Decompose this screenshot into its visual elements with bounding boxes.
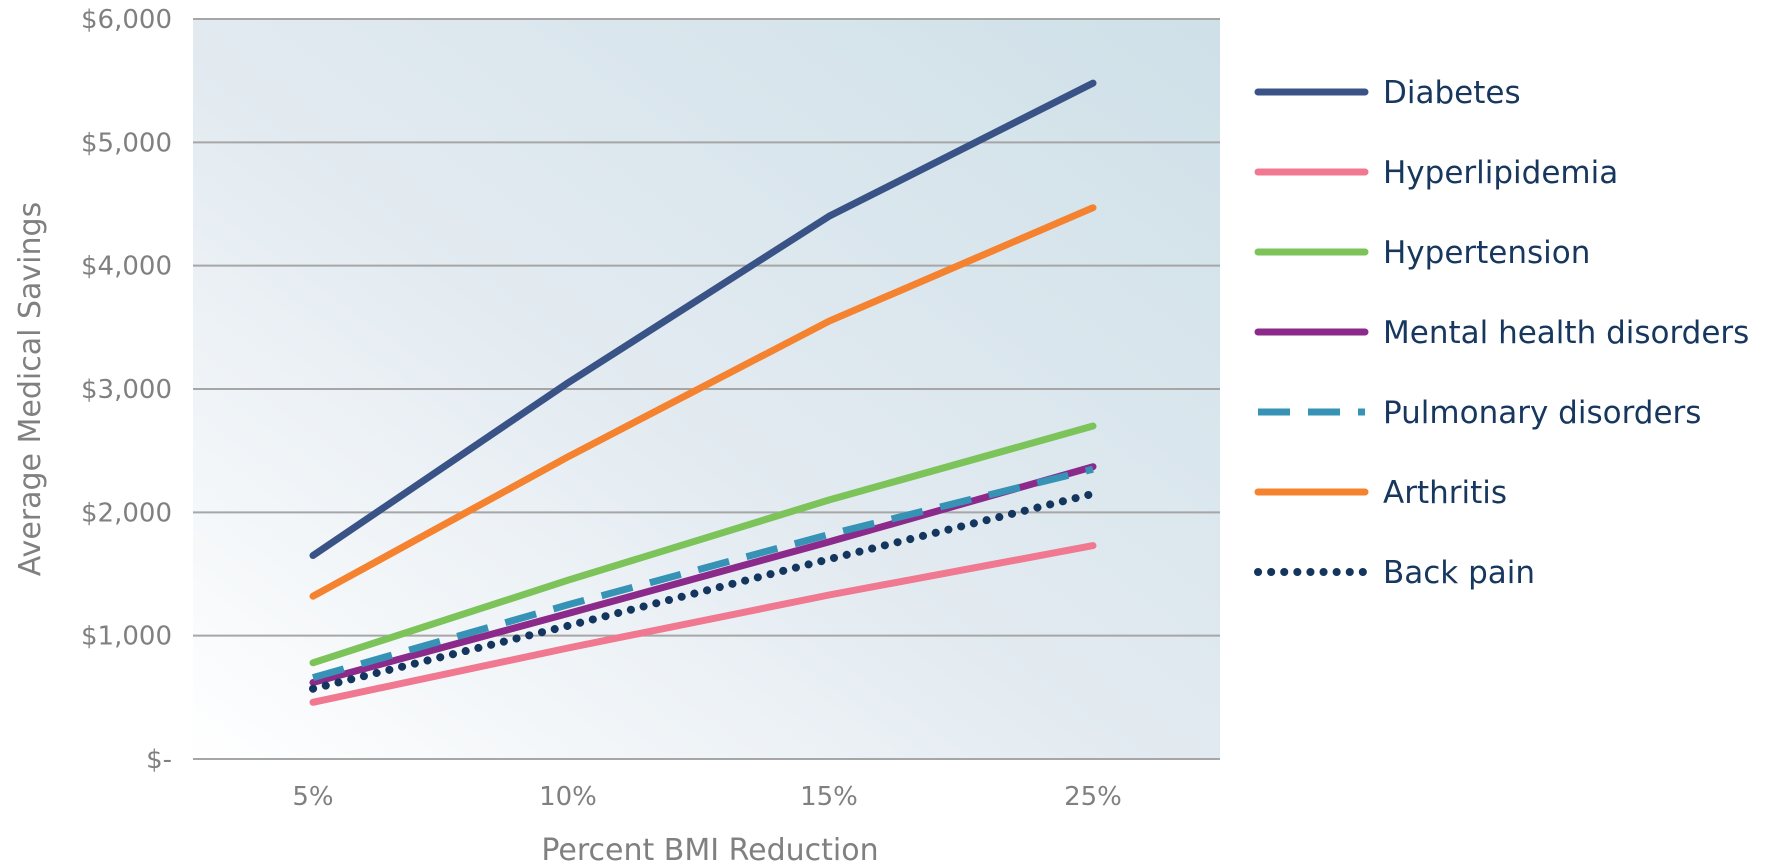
series-line-pulmonary-disorders xyxy=(312,465,1094,681)
series-line-back-pain xyxy=(309,489,1097,693)
y-tick-label: $2,000 xyxy=(81,498,172,528)
y-axis-ticks: $- $1,000 $2,000 $3,000 $4,000 $5,000 $6,000 xyxy=(81,5,172,775)
series-line-arthritis xyxy=(309,204,1097,600)
legend-label: Pulmonary disorders xyxy=(1383,395,1701,431)
legend-item-hyperlipidemia: Hyperlipidemia xyxy=(1254,155,1618,191)
legend-label: Hyperlipidemia xyxy=(1383,155,1618,191)
legend-label: Hypertension xyxy=(1383,235,1590,271)
x-tick-label: 10% xyxy=(539,782,597,812)
legend-label: Diabetes xyxy=(1383,75,1521,111)
legend-item-back-pain: Back pain xyxy=(1254,555,1535,591)
legend-label: Back pain xyxy=(1383,555,1535,591)
series-line-hypertension xyxy=(309,422,1097,667)
x-axis-ticks: 5% 10% 15% 25% xyxy=(292,782,1122,812)
x-tick-label: 5% xyxy=(292,782,333,812)
series-lines xyxy=(309,79,1097,706)
legend-item-mental-health-disorders: Mental health disorders xyxy=(1254,315,1749,351)
gridlines xyxy=(193,18,1220,760)
y-tick-label: $5,000 xyxy=(81,128,172,158)
x-tick-label: 25% xyxy=(1064,782,1122,812)
y-tick-label: $3,000 xyxy=(81,375,172,405)
legend-item-diabetes: Diabetes xyxy=(1254,75,1521,111)
series-line-hyperlipidemia xyxy=(309,542,1097,706)
y-tick-label: $6,000 xyxy=(81,5,172,35)
x-tick-label: 15% xyxy=(800,782,858,812)
legend: Diabetes Hyperlipidemia Hypertension Mental… xyxy=(1254,75,1749,591)
legend-item-arthritis: Arthritis xyxy=(1254,475,1507,511)
legend-label: Arthritis xyxy=(1383,475,1507,511)
legend-item-hypertension: Hypertension xyxy=(1254,235,1590,271)
y-tick-label: $- xyxy=(146,745,172,775)
y-axis-title: Average Medical Savings xyxy=(13,202,48,576)
x-axis-title: Percent BMI Reduction xyxy=(541,833,878,864)
series-line-diabetes xyxy=(309,79,1097,559)
y-tick-label: $4,000 xyxy=(81,252,172,282)
y-tick-label: $1,000 xyxy=(81,622,172,652)
legend-item-pulmonary-disorders: Pulmonary disorders xyxy=(1258,395,1701,431)
legend-label: Mental health disorders xyxy=(1383,315,1749,351)
